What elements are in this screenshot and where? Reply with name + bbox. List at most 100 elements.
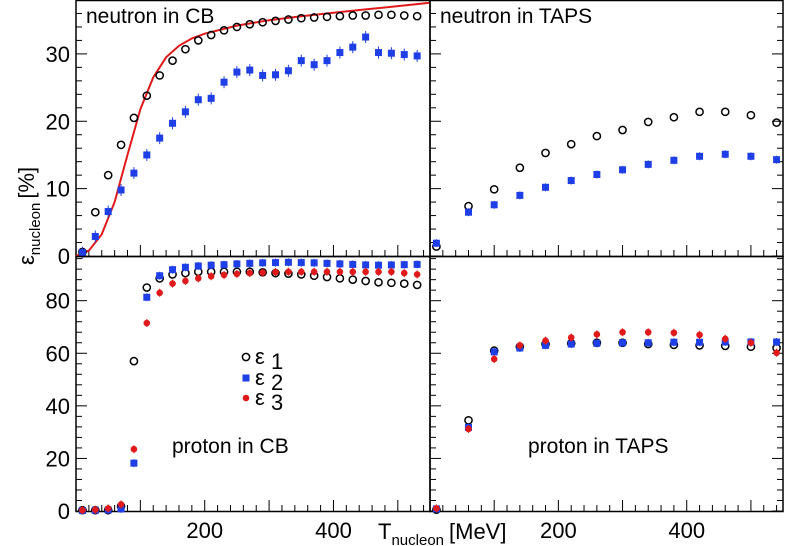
point-eps2 [284, 67, 292, 75]
legend-entry-eps2: ε 2 [242, 365, 283, 395]
point-eps2 [156, 134, 164, 142]
panel-frame-proton-taps [429, 255, 784, 513]
y-tick-label: 60 [46, 341, 70, 366]
point-eps3 [143, 319, 151, 327]
point-eps1 [374, 10, 383, 20]
point-eps3 [169, 280, 176, 287]
point-eps1 [695, 107, 704, 117]
point-eps1 [746, 110, 756, 120]
point-eps1 [361, 11, 370, 20]
point-eps2 [207, 261, 215, 269]
panel-label-neutron-taps: neutron in TAPS [440, 5, 592, 28]
legend-sub-eps2: 2 [271, 370, 283, 395]
point-eps3 [220, 271, 228, 279]
point-eps1 [168, 56, 177, 65]
point-eps2 [349, 43, 357, 51]
panel-label-proton-taps: proton in TAPS [528, 435, 668, 458]
point-eps2 [747, 152, 755, 160]
point-eps3 [388, 268, 395, 276]
point-eps2 [130, 459, 138, 467]
point-eps1 [412, 280, 422, 290]
x-tick-label: 200 [186, 518, 223, 543]
point-eps2 [400, 51, 408, 59]
point-eps2 [516, 191, 524, 199]
point-eps1 [361, 276, 370, 286]
point-eps2 [490, 348, 498, 356]
point-eps1 [387, 278, 396, 288]
point-eps2 [104, 208, 112, 216]
point-eps2 [336, 260, 344, 268]
point-eps3 [721, 335, 729, 343]
point-eps2 [259, 71, 267, 79]
point-eps2 [91, 232, 99, 240]
x-axis-unit: [MeV] [449, 519, 506, 544]
point-eps1 [142, 91, 152, 101]
x-axis-symbol: T [378, 519, 391, 544]
point-eps2 [432, 239, 440, 247]
point-eps2 [143, 151, 151, 159]
point-eps3 [246, 269, 254, 277]
point-eps3 [490, 355, 498, 363]
point-eps3 [233, 270, 241, 278]
point-eps3 [323, 268, 331, 276]
y-axis-title: εnucleon [%] [14, 167, 44, 265]
legend-symbol-eps3: ε [255, 385, 265, 410]
y-tick-label: 30 [46, 42, 70, 67]
point-eps1 [387, 10, 396, 20]
point-eps3 [156, 289, 163, 297]
legend-sub-eps3: 3 [271, 390, 283, 415]
point-eps2 [670, 338, 678, 346]
point-eps1 [720, 107, 730, 117]
x-axis-title: Tnucleon [MeV] [378, 519, 506, 546]
point-eps3 [310, 268, 318, 276]
point-eps2 [233, 68, 241, 76]
point-eps3 [79, 506, 86, 514]
legend-symbol-eps2: ε [255, 365, 265, 390]
point-eps2 [130, 169, 138, 177]
point-eps2 [696, 152, 704, 160]
point-eps3 [747, 339, 755, 347]
x-axis-sub: nucleon [391, 532, 444, 546]
point-eps2 [375, 261, 383, 269]
fit-curve-neutron-cb [75, 1, 431, 257]
plot-layer: 0 10 20 30 0 20 40 60 80 200 400 200 400 [46, 0, 784, 543]
point-eps3 [567, 334, 575, 341]
point-eps3 [349, 268, 357, 276]
point-eps2 [362, 33, 370, 41]
point-eps3 [593, 331, 601, 338]
legend-sub-eps1: 1 [271, 349, 283, 374]
panel-frame-neutron-cb [75, 0, 431, 258]
point-eps2 [490, 201, 498, 209]
point-eps3 [375, 268, 382, 276]
point-eps3 [400, 269, 408, 277]
point-eps1 [335, 11, 345, 21]
point-eps2 [246, 259, 254, 267]
point-eps1 [772, 118, 781, 127]
point-eps2 [194, 96, 202, 104]
point-eps1 [206, 30, 216, 40]
x-tick-label: 400 [668, 518, 705, 543]
point-eps3 [516, 342, 524, 349]
panel-frame-neutron-taps [429, 0, 784, 258]
point-eps1 [129, 356, 139, 366]
point-eps2 [567, 340, 575, 348]
point-eps1 [232, 22, 242, 32]
point-eps2 [387, 261, 395, 269]
legend-entry-eps3: ε 3 [242, 385, 283, 415]
point-eps1 [618, 125, 627, 135]
y-axis-symbol: ε [14, 255, 39, 265]
point-eps1 [116, 140, 126, 150]
point-eps2 [362, 261, 370, 269]
point-eps2 [220, 261, 228, 269]
point-eps1 [412, 11, 422, 21]
point-eps2 [349, 260, 357, 268]
point-eps1 [103, 170, 113, 180]
point-eps2 [169, 119, 177, 127]
legend-marker-eps1 [241, 352, 251, 362]
point-eps1 [90, 207, 100, 217]
point-eps2 [156, 272, 164, 280]
point-eps2 [542, 183, 550, 191]
point-eps3 [773, 349, 780, 357]
point-eps2 [284, 258, 292, 266]
